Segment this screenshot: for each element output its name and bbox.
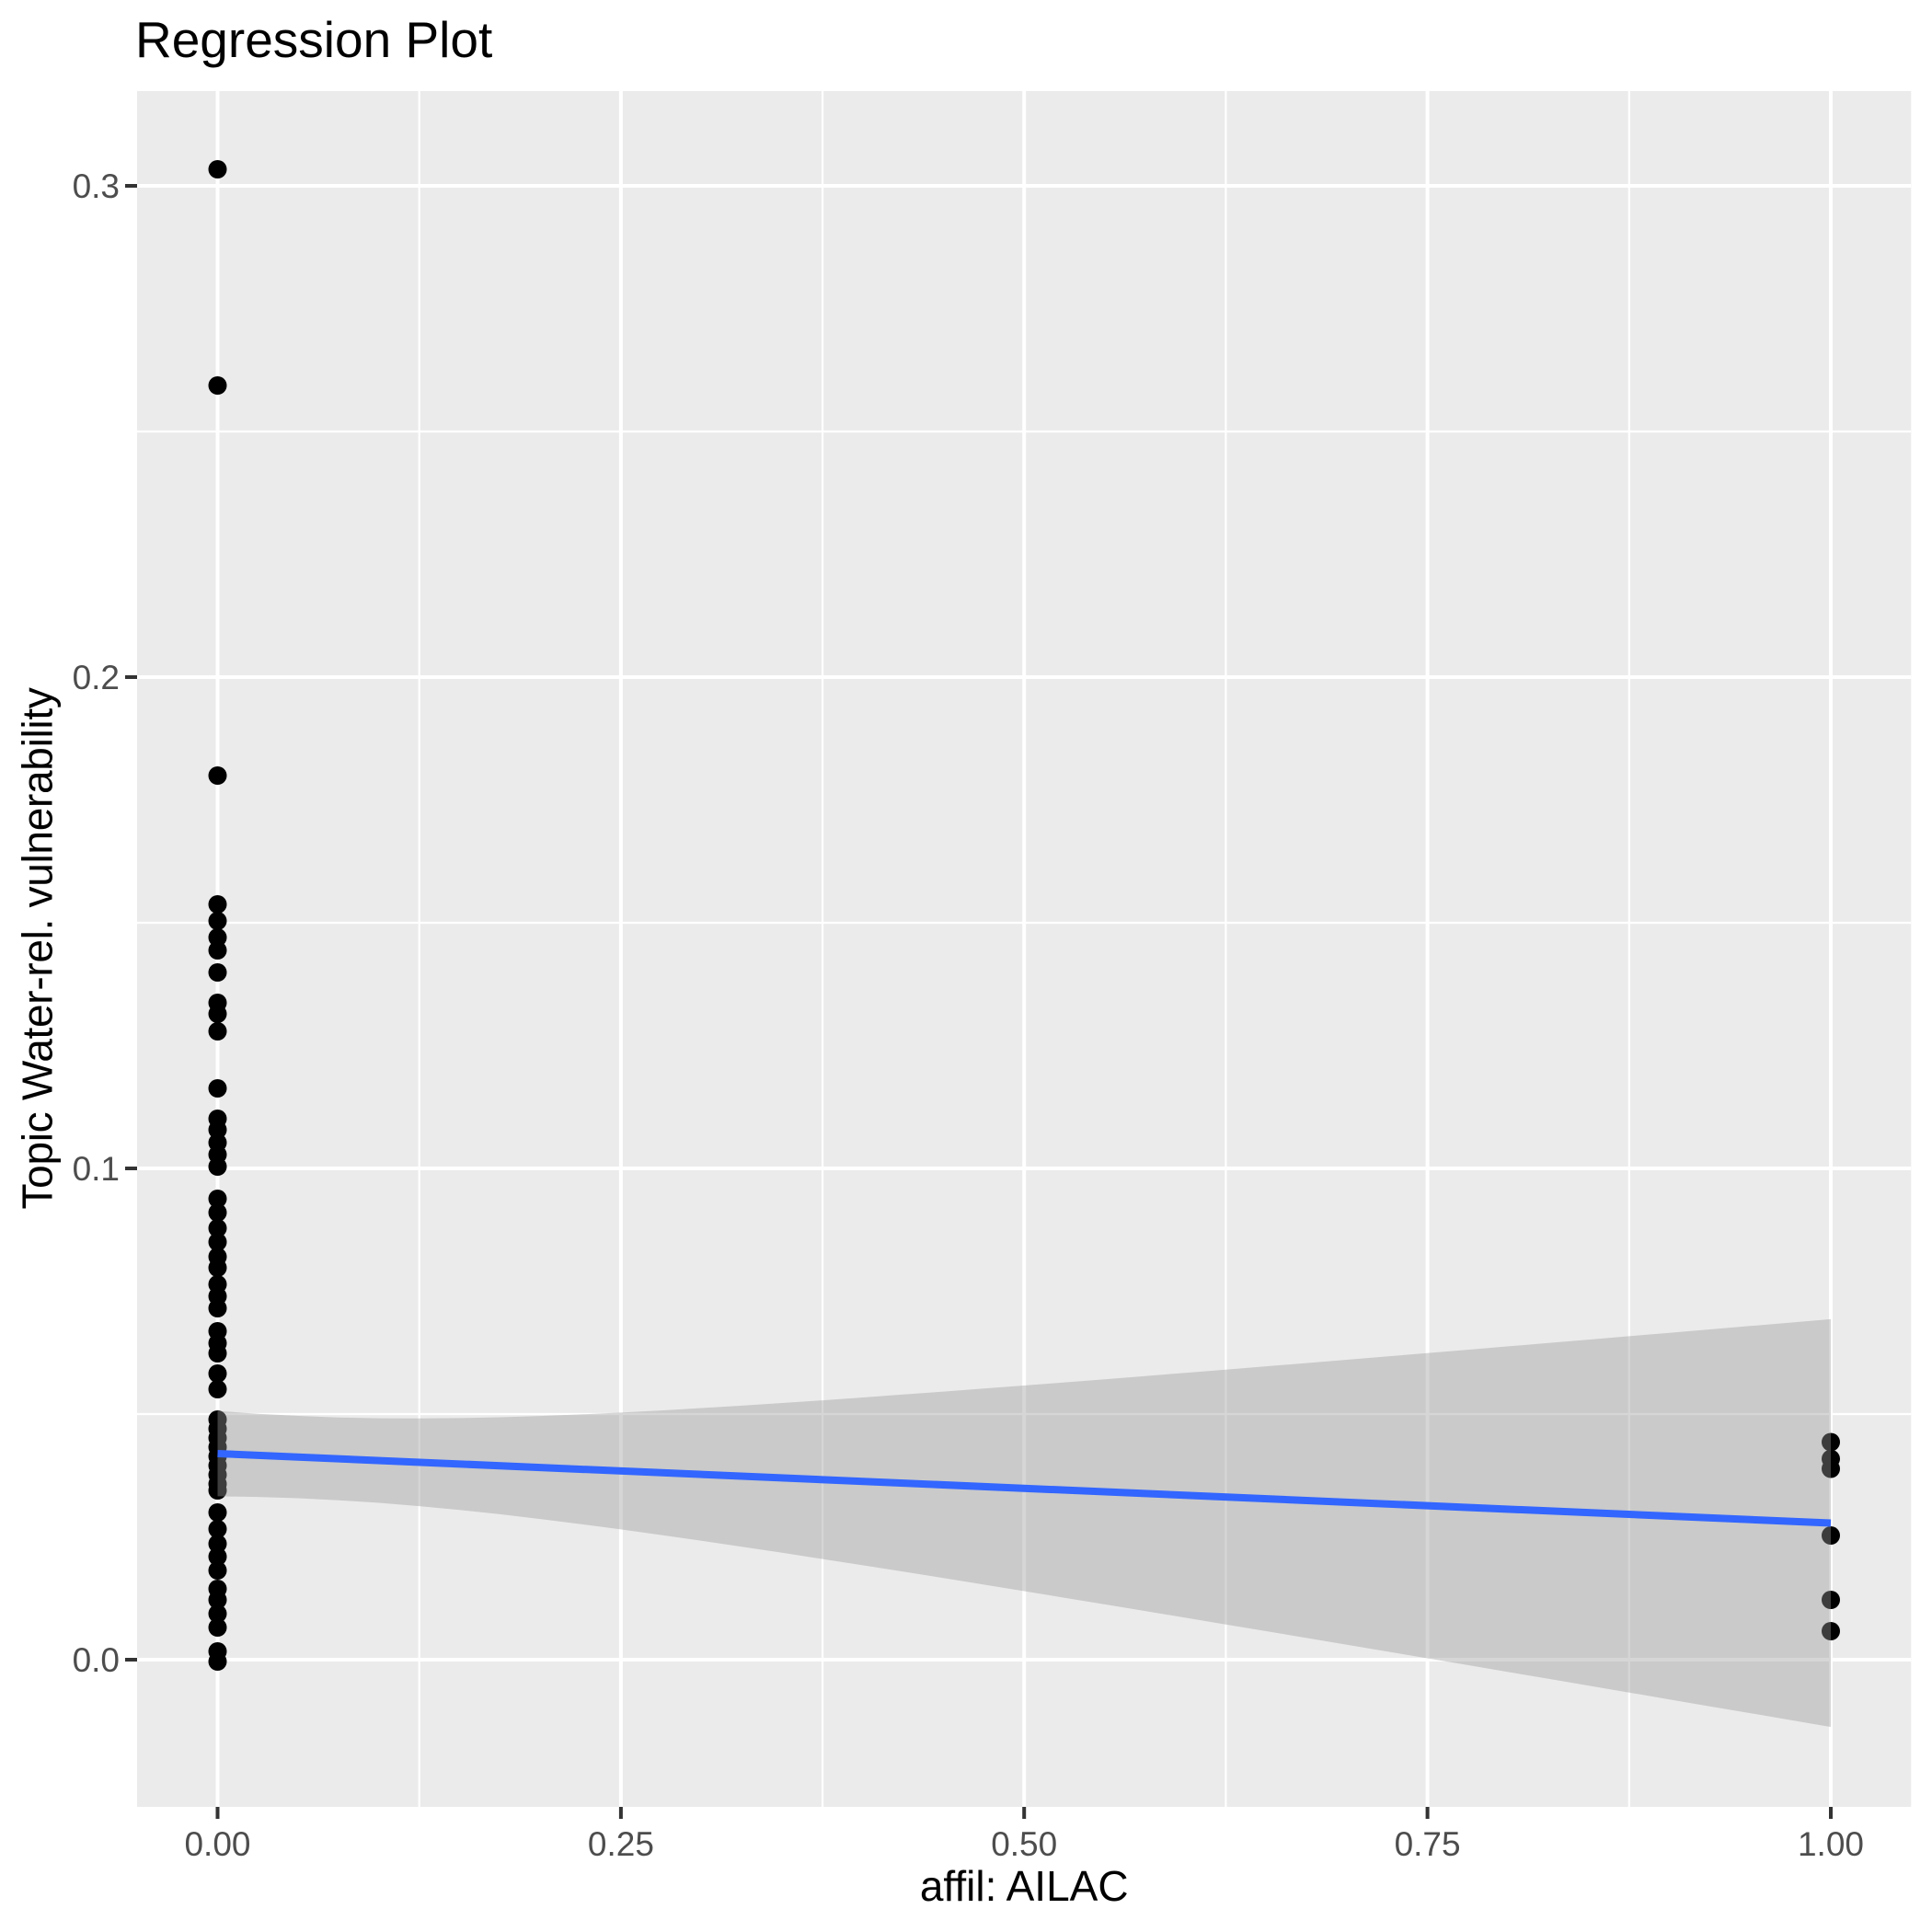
svg-text:0.00: 0.00 <box>184 1825 250 1863</box>
svg-text:0.0: 0.0 <box>73 1641 120 1679</box>
svg-text:affil: AILAC: affil: AILAC <box>920 1862 1129 1910</box>
svg-text:0.75: 0.75 <box>1395 1825 1461 1863</box>
svg-text:0.25: 0.25 <box>588 1825 654 1863</box>
svg-text:Topic Water-rel. vulnerability: Topic Water-rel. vulnerability <box>14 687 62 1209</box>
svg-text:0.2: 0.2 <box>73 659 120 696</box>
svg-text:1.00: 1.00 <box>1798 1825 1864 1863</box>
svg-text:0.50: 0.50 <box>991 1825 1057 1863</box>
svg-text:Regression Plot: Regression Plot <box>135 11 492 68</box>
svg-text:0.1: 0.1 <box>73 1150 120 1188</box>
svg-text:0.3: 0.3 <box>73 167 120 205</box>
